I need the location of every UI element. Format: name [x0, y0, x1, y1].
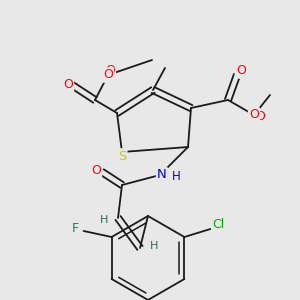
Text: O: O [249, 109, 259, 122]
Text: H: H [172, 170, 180, 184]
Text: F: F [72, 223, 79, 236]
Text: N: N [157, 169, 167, 182]
Text: O: O [103, 68, 113, 82]
Text: O: O [63, 79, 73, 92]
Text: O: O [236, 64, 246, 77]
Text: H: H [150, 241, 158, 251]
Text: O: O [91, 164, 101, 176]
Text: H: H [100, 215, 108, 225]
Text: Cl: Cl [212, 218, 224, 232]
Text: S: S [118, 149, 126, 163]
Text: O: O [255, 110, 265, 124]
Text: O: O [105, 64, 115, 77]
